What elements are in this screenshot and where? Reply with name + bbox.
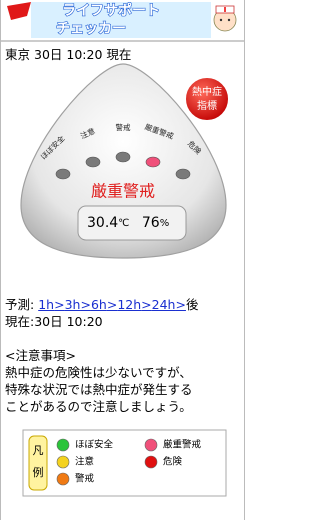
forecast-link[interactable]: 6h <box>91 297 107 312</box>
forecast-separator[interactable]: > <box>107 297 117 312</box>
forecast-link[interactable]: 3h <box>65 297 81 312</box>
temperature-unit: ℃ <box>118 218 129 229</box>
level-dot <box>56 169 70 179</box>
humidity: 76 <box>142 215 160 231</box>
legend-label: 危険 <box>163 456 183 468</box>
legend-title: 例 <box>33 465 44 479</box>
level-label: 警戒 <box>116 122 131 132</box>
current-value: 30日 10:20 <box>34 314 102 329</box>
reading: 30.4℃ 76% <box>87 215 169 231</box>
level-dot <box>86 157 100 167</box>
legend-label: ほぼ安全 <box>75 439 114 451</box>
forecast-link[interactable]: 24h <box>152 297 176 312</box>
legend-swatch <box>57 473 69 485</box>
canvas: ライフサポート チェッカー 熱中症 指標 ほぼ安全注意警戒厳重警戒危険 厳重警戒… <box>1 0 244 520</box>
legend-label: 厳重警戒 <box>163 439 202 451</box>
badge-text: 熱中症 <box>192 85 222 98</box>
screen: ライフサポート チェッカー 熱中症 指標 ほぼ安全注意警戒厳重警戒危険 厳重警戒… <box>0 0 245 520</box>
legend-title: 凡 <box>33 444 44 457</box>
header-title: ライフサポート <box>62 2 160 19</box>
status-suffix: 現在 <box>106 47 131 62</box>
notes-line: ことがあるので注意しましょう。 <box>5 396 192 415</box>
badge <box>185 77 229 121</box>
forecast-link[interactable]: 1h <box>38 297 54 312</box>
forecast-label: 予測: <box>5 297 34 312</box>
time: 10:20 <box>66 47 102 62</box>
status: 東京 30日 10:20 現在 <box>5 44 131 63</box>
forecast-separator[interactable]: > <box>54 297 64 312</box>
current-level: 厳重警戒 <box>91 182 155 201</box>
legend-swatch <box>57 456 69 468</box>
level-dot <box>116 152 130 162</box>
current-label: 現在: <box>5 314 34 329</box>
legend-swatch <box>145 439 157 451</box>
badge-text: 指標 <box>197 99 217 112</box>
temperature: 30.4 <box>87 215 118 231</box>
forecast-separator[interactable]: > <box>141 297 151 312</box>
forecast-separator[interactable]: > <box>175 297 185 312</box>
day: 30日 <box>34 47 62 62</box>
current: 現在:30日 10:20 <box>5 311 103 330</box>
level-dot <box>176 169 190 179</box>
nurse-icon <box>214 6 236 31</box>
humidity-unit: % <box>160 218 170 229</box>
legend-swatch <box>145 456 157 468</box>
level-dot <box>146 157 160 167</box>
legend-label: 注意 <box>75 456 94 468</box>
header-title: チェッカー <box>56 21 126 37</box>
forecast-separator[interactable]: > <box>80 297 90 312</box>
forecast-suffix: 後 <box>186 297 199 312</box>
location: 東京 <box>5 47 30 62</box>
forecast-link[interactable]: 12h <box>117 297 141 312</box>
legend-swatch <box>57 439 69 451</box>
legend-label: 警戒 <box>75 473 95 485</box>
